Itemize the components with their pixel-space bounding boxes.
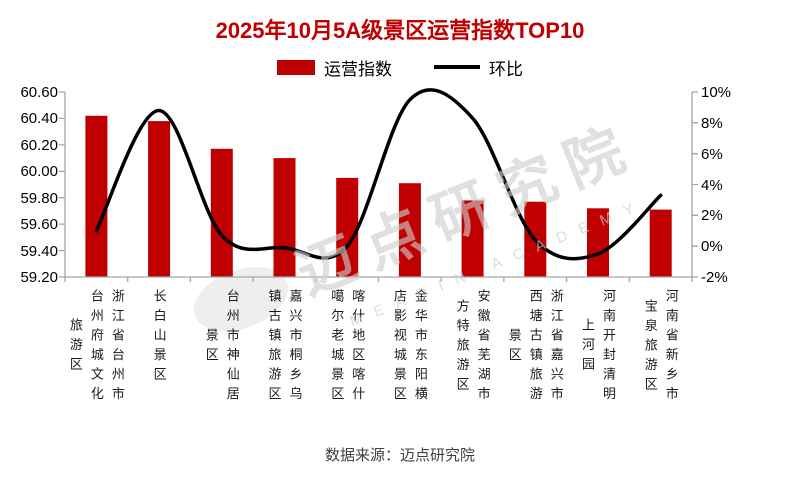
bar [210,148,233,277]
category-label: 河南开封清明上河园 [580,289,616,406]
category-label: 金华市东阳横店影视城景区 [391,289,428,406]
category-label: 浙江省台州市台州府城文化旅游区 [67,289,125,406]
left-axis-tick-label: 59.60 [20,216,58,234]
right-axis-tick-label: 8% [701,114,723,132]
right-axis-tick-label: 6% [701,145,723,163]
bar [273,158,296,277]
right-axis-tick-label: 2% [701,207,723,225]
legend-bar-swatch-icon [277,59,315,75]
trend-line [94,88,663,261]
left-axis-tick-label: 59.20 [20,269,58,286]
right-axis-tick-label: 0% [701,238,723,256]
bar [85,115,108,277]
category-label: 长白山景区 [151,289,167,387]
legend-line-label: 环比 [489,59,523,79]
bar [461,200,484,277]
legend-bar-label: 运营指数 [324,59,392,79]
category-label: 喀什地区喀什噶尔老城景区 [329,289,366,406]
bar [587,208,609,277]
left-axis-tick-label: 60.20 [20,136,58,154]
legend-line-swatch-icon [434,65,480,69]
left-axis-tick-label: 60.40 [20,110,58,128]
right-axis-tick-label: 4% [701,176,723,194]
left-axis-tick-label: 59.80 [20,189,58,207]
category-label: 嘉兴市桐乡乌镇古镇旅游区 [266,289,303,406]
bar [398,183,421,277]
page-title: 2025年10月5A级景区运营指数TOP10 [215,18,585,43]
category-label: 浙江省嘉兴市西塘古镇旅游景区 [506,289,564,406]
axes [59,91,698,282]
category-label: 安徽省芜湖市方特旅游区 [454,289,491,406]
bar [649,209,672,277]
bar [148,121,171,277]
left-axis-tick-label: 59.40 [20,242,58,260]
right-axis-tick-label: 10% [701,84,732,101]
category-label: 河南省新乡市宝泉旅游区 [642,289,679,406]
legend: 运营指数 环比 [0,56,800,79]
left-axis-tick-label: 60.00 [20,163,58,181]
right-axis-tick-label: -2% [701,269,728,286]
data-source: 数据来源：迈点研究院 [324,447,475,464]
bar [336,177,359,277]
left-axis-tick-label: 60.60 [20,84,58,101]
category-label: 台州市神仙居景区 [203,289,240,406]
